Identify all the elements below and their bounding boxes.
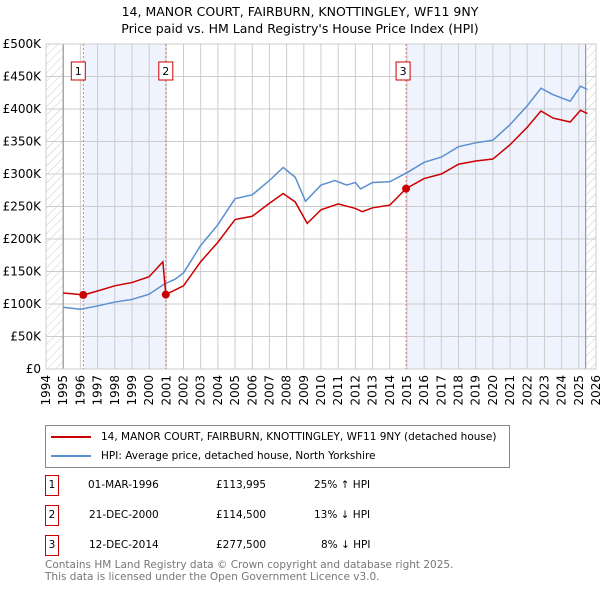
x-tick-label: 2018	[452, 375, 466, 406]
x-tick-label: 2014	[383, 375, 397, 406]
x-tick-label: 2017	[434, 375, 448, 406]
y-tick-label: £400K	[3, 102, 43, 116]
price-chart: £0 £50K £100K £150K £200K £250K £300K £350K £400…	[3, 37, 600, 406]
legend-red-swatch	[51, 436, 91, 438]
x-tick-label: 2022	[520, 375, 534, 406]
legend-label-property: 14, MANOR COURT, FAIRBURN, KNOTTINGLEY, …	[101, 431, 497, 443]
sale-marker-box: 2	[45, 505, 59, 526]
sale-hpi: 13% ↓ HPI	[314, 509, 371, 521]
x-tick-label: 2019	[469, 375, 483, 406]
x-tick-label: 1995	[56, 375, 70, 406]
legend: 14, MANOR COURT, FAIRBURN, KNOTTINGLEY, …	[45, 425, 510, 468]
x-tick-label: 1997	[91, 375, 105, 406]
x-tick-label: 2026	[589, 375, 600, 406]
y-tick-label: £350K	[3, 135, 43, 149]
sale-row: 3 12-DEC-2014 £277,500 8% ↓ HPI	[45, 535, 445, 556]
sale-row: 1 01-MAR-1996 £113,995 25% ↑ HPI	[45, 475, 445, 496]
y-tick-label: £0	[26, 362, 41, 376]
sale-marker-box: 1	[45, 475, 59, 496]
y-tick-label: £250K	[3, 200, 43, 214]
sale-label-box	[395, 61, 411, 81]
plot-border	[45, 43, 597, 370]
x-tick-label: 2004	[211, 375, 225, 406]
x-tick-label: 2010	[314, 375, 328, 406]
legend-label-hpi: HPI: Average price, detached house, Nort…	[101, 450, 376, 462]
sale-point	[161, 290, 170, 299]
sale-date: 21-DEC-2000	[89, 509, 159, 521]
price-paid-line	[63, 109, 588, 296]
x-tick-label: 2000	[142, 375, 156, 406]
y-tick-label: £150K	[3, 265, 43, 279]
x-tick-label: 2003	[194, 375, 208, 406]
x-tick-label: 2009	[297, 375, 311, 406]
x-tick-label: 2005	[228, 375, 242, 406]
x-tick-label: 1994	[39, 375, 53, 406]
footer-copyright: Contains HM Land Registry data © Crown c…	[45, 559, 454, 571]
x-tick-label: 2007	[262, 375, 276, 406]
sale-label: 2	[162, 65, 169, 78]
x-tick-label: 2011	[331, 375, 345, 406]
sale-label-box	[158, 61, 174, 81]
y-tick-label: £300K	[3, 167, 43, 181]
chart-title: 14, MANOR COURT, FAIRBURN, KNOTTINGLEY, …	[121, 4, 479, 19]
chart-subtitle: Price paid vs. HM Land Registry's House …	[121, 21, 479, 36]
x-tick-label: 2025	[572, 375, 586, 406]
x-tick-label: 2002	[177, 375, 191, 406]
sale-marker-box: 3	[45, 535, 59, 556]
sale-label: 3	[400, 65, 407, 78]
x-tick-label: 2016	[417, 375, 431, 406]
x-tick-label: 2013	[366, 375, 380, 406]
x-tick-label: 1996	[73, 375, 87, 406]
sale-point	[79, 290, 88, 299]
sale-point	[402, 184, 411, 193]
footer-licence: This data is licensed under the Open Gov…	[45, 571, 380, 583]
y-tick-label: £500K	[3, 37, 43, 51]
y-tick-label: £50K	[10, 330, 42, 344]
sale-label: 1	[75, 65, 82, 78]
x-tick-label: 2024	[555, 375, 569, 406]
y-tick-label: £200K	[3, 232, 43, 246]
sale-row: 2 21-DEC-2000 £114,500 13% ↓ HPI	[45, 505, 445, 526]
x-tick-label: 1998	[108, 375, 122, 406]
sale-date: 01-MAR-1996	[88, 479, 159, 491]
sale-price: £113,995	[216, 479, 267, 491]
sale-hpi: 8% ↓ HPI	[321, 539, 371, 551]
sale-hpi: 25% ↑ HPI	[314, 479, 371, 491]
y-tick-label: £450K	[3, 70, 43, 84]
x-tick-label: 2021	[503, 375, 517, 406]
y-tick-label: £100K	[3, 297, 43, 311]
x-tick-label: 1999	[125, 375, 139, 406]
sale-label-box	[70, 61, 86, 81]
sale-price: £114,500	[216, 509, 267, 521]
legend-blue-swatch	[51, 455, 91, 457]
x-tick-label: 2023	[537, 375, 551, 406]
x-tick-label: 2020	[486, 375, 500, 406]
x-tick-label: 2008	[280, 375, 294, 406]
x-tick-label: 2001	[159, 375, 173, 406]
x-tick-label: 2006	[245, 375, 259, 406]
sale-price: £277,500	[216, 539, 267, 551]
footer: Contains HM Land Registry data © Crown c…	[45, 559, 453, 583]
sale-date: 12-DEC-2014	[89, 539, 159, 551]
x-tick-label: 2015	[400, 375, 414, 406]
x-tick-label: 2012	[348, 375, 362, 406]
